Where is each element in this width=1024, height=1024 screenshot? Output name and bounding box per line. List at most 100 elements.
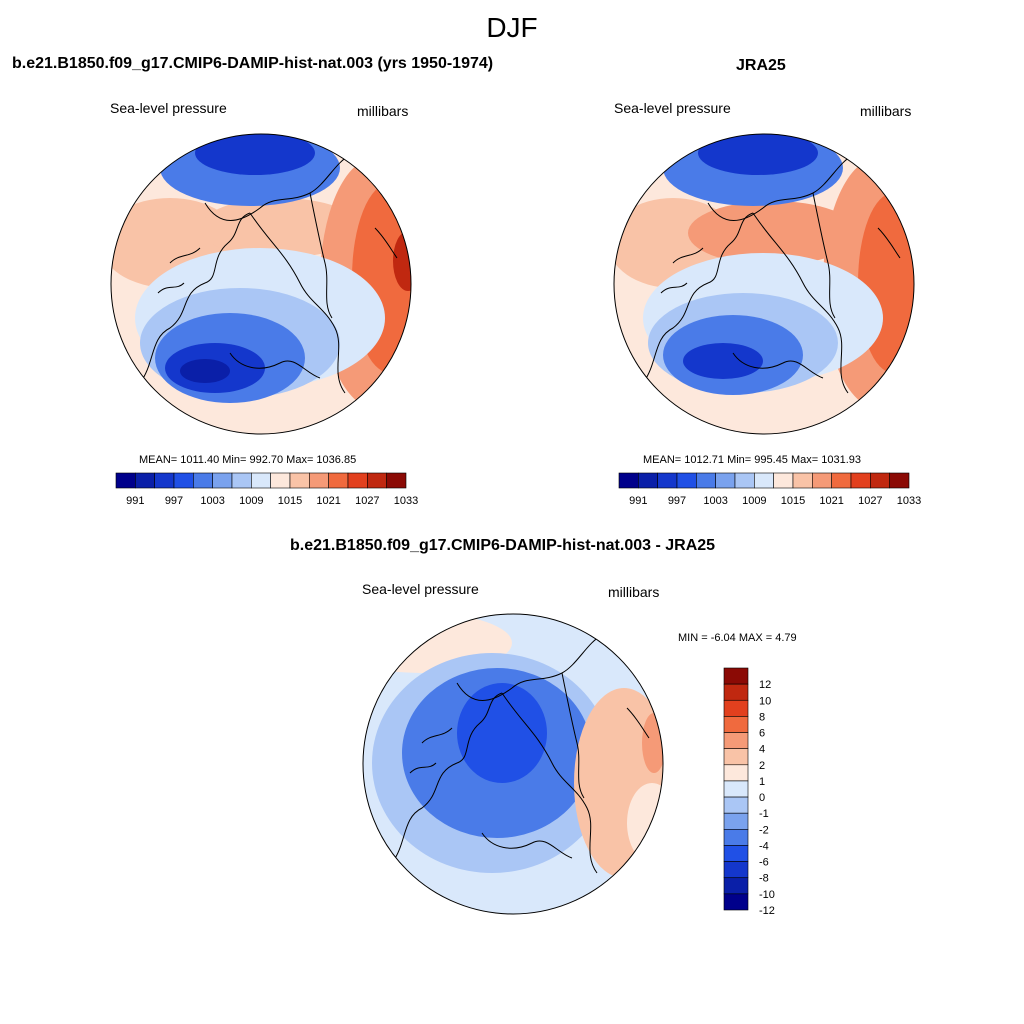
panel-3-polar-map (362, 613, 664, 915)
panel-3-colorbar-swatch (723, 699, 749, 717)
panel-3-contour-region (457, 683, 547, 783)
panel-2-units-label: millibars (860, 103, 912, 119)
panel-3-colorbar-swatch (723, 829, 749, 846)
panel-3-colorbar-tick-label: 8 (759, 711, 765, 723)
panel-2-coastline (732, 352, 824, 379)
panel-1-colorbar-swatch (309, 472, 329, 489)
panel-1-colorbar-swatch (135, 472, 155, 489)
panel-3-units-label: millibars (608, 584, 660, 600)
panel-3-colorbar-tick-label: 4 (759, 744, 765, 756)
panel-1-map-border (110, 133, 412, 435)
panel-1-units-label: millibars (357, 103, 409, 119)
panel-3-coastline (481, 832, 573, 859)
panel-1-colorbar-tick-label: 1015 (278, 495, 302, 507)
panel-2-colorbar-tick-label: 991 (629, 495, 647, 507)
panel-3-colorbar-tick-label: -10 (759, 889, 775, 901)
panel-3-colorbar-swatch (723, 764, 749, 782)
panel-1-coastline (204, 154, 351, 221)
panel-3-colorbar-swatch (723, 748, 749, 766)
panel-2-colorbar-swatch (618, 472, 639, 489)
panel-2-colorbar: 991 997 1003 1009 1015 1021 1027 1033 (618, 472, 921, 507)
panel-3-colorbar-tick-label: -12 (759, 905, 775, 917)
panel-1-colorbar-tick-label: 1027 (355, 495, 379, 507)
panel-1-colorbar-swatch (289, 472, 310, 489)
panel-1-colorbar-swatch (173, 472, 194, 489)
panel-2-coastline (660, 247, 704, 294)
panel-3-colorbar-swatch (723, 861, 749, 879)
panel-2-coastline (877, 227, 901, 259)
panel-3-colorbar-tick-label: 12 (759, 679, 771, 691)
panel-1-colorbar-swatch (154, 472, 175, 489)
panel-2-colorbar-tick-label: 997 (668, 495, 686, 507)
panel-2-contour-region (683, 343, 763, 379)
panel-2-stats: MEAN= 1012.71 Min= 995.45 Max= 1031.93 (643, 454, 862, 466)
panel-2-colorbar-tick-label: 1033 (897, 495, 921, 507)
panel-2-contour-region (688, 201, 858, 265)
panel-1-colorbar-swatch (251, 472, 271, 489)
panel-2-colorbar-tick-label: 1027 (858, 495, 882, 507)
panel-1-colorbar-swatch (193, 472, 213, 489)
panel-1-polar-map (110, 133, 412, 435)
panel-1-colorbar-tick-label: 991 (126, 495, 144, 507)
panel-2-variable-label: Sea-level pressure (614, 100, 731, 116)
panel-3-coastline (561, 672, 585, 799)
panel-3-colorbar-tick-label: 6 (759, 728, 765, 740)
panel-3-contour-region (574, 688, 663, 878)
panel-1-coastline (229, 352, 321, 379)
panel-3-colorbar-swatch (723, 716, 749, 733)
panel-1-colorbar-swatch (367, 472, 387, 489)
panel-3-colorbar-swatch (723, 780, 749, 798)
panel-3-colorbar-tick-label: -8 (759, 873, 769, 885)
panel-1-stats: MEAN= 1011.40 Min= 992.70 Max= 1036.85 (139, 454, 357, 466)
panel-1-coastline (157, 247, 201, 294)
panel-3-title: b.e21.B1850.f09_g17.CMIP6-DAMIP-hist-nat… (290, 537, 716, 554)
panel-1-colorbar-tick-label: 1021 (316, 495, 340, 507)
panel-3-colorbar-swatch (723, 732, 749, 749)
panel-2-colorbar-tick-label: 1003 (703, 495, 727, 507)
panel-1-colorbar-swatch (212, 472, 233, 489)
panel-3-colorbar-tick-label: -4 (759, 840, 769, 852)
panel-1-variable-label: Sea-level pressure (110, 100, 227, 116)
panel-1-colorbar-swatch (231, 472, 252, 489)
panel-1-contour-region (195, 134, 315, 175)
panel-1-colorbar: 991 997 1003 1009 1015 1021 1027 1033 (115, 472, 418, 507)
figure-title: DJF (486, 12, 538, 43)
panel-2-colorbar-swatch (676, 472, 697, 489)
panel-3-colorbar-swatch (723, 812, 749, 830)
panel-2-colorbar-swatch (734, 472, 755, 489)
panel-2-coastline (642, 212, 754, 384)
panel-1-colorbar-swatch (386, 472, 407, 489)
panel-2-colorbar-swatch (831, 472, 852, 489)
panel-1-colorbar-swatch (328, 472, 349, 489)
panel-1-coastline (139, 212, 251, 384)
panel-3-contour-region (642, 713, 663, 773)
panel-3-map-border (362, 613, 664, 915)
panel-1-colorbar-tick-label: 997 (165, 495, 183, 507)
panel-2-colorbar-swatch (773, 472, 794, 489)
panel-3-stats: MIN = -6.04 MAX = 4.79 (678, 632, 797, 644)
panel-3-colorbar-tick-label: -6 (759, 857, 769, 869)
panel-2-polar-map (613, 133, 915, 435)
panel-1-contour-region (180, 359, 230, 383)
panel-2-colorbar-tick-label: 1021 (819, 495, 843, 507)
panel-3-colorbar-tick-label: -2 (759, 824, 769, 836)
panel-2-colorbar-swatch (870, 472, 890, 489)
panel-3-colorbar-tick-label: 10 (759, 695, 771, 707)
panel-3-colorbar-tick-label: -1 (759, 808, 769, 820)
panel-1-colorbar-swatch (270, 472, 291, 489)
panel-2-colorbar-tick-label: 1015 (781, 495, 805, 507)
panel-1-colorbar-tick-label: 1009 (239, 495, 263, 507)
panel-3-colorbar-tick-label: 2 (759, 760, 765, 772)
panel-3-colorbar-tick-label: 0 (759, 792, 765, 804)
panel-1-coastline (309, 192, 333, 319)
panel-1-colorbar-swatch (347, 472, 368, 489)
panel-2-colorbar-swatch (889, 472, 910, 489)
panel-2-colorbar-swatch (657, 472, 678, 489)
panel-3-contour-region (627, 783, 663, 863)
panel-2-colorbar-swatch (715, 472, 736, 489)
panel-3-colorbar-tick-label: 1 (759, 776, 765, 788)
panel-2-contour-region (698, 134, 818, 175)
panel-2-colorbar-swatch (638, 472, 658, 489)
panel-3-colorbar-swatch (723, 845, 749, 862)
